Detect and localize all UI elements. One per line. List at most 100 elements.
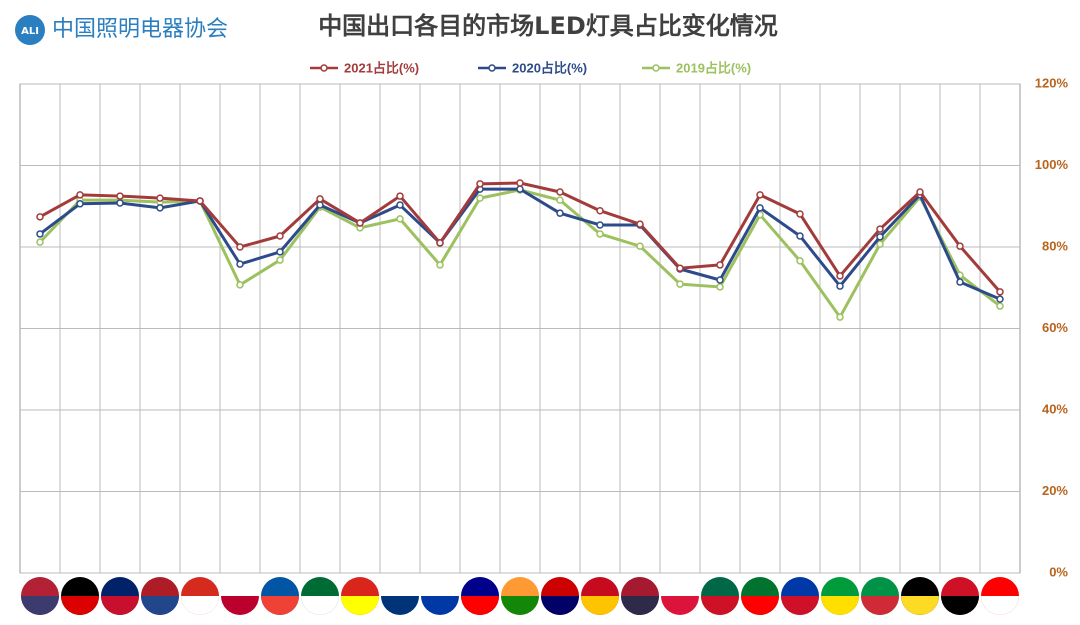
data-point	[236, 260, 244, 268]
data-point	[996, 302, 1004, 310]
legend-label: 2021占比(%)	[344, 60, 419, 75]
data-point	[436, 261, 444, 269]
data-point	[796, 210, 804, 218]
chart-title: 中国出口各目的市场LED灯具占比变化情况	[318, 12, 778, 40]
data-point	[396, 215, 404, 223]
data-point	[836, 272, 844, 280]
flag-part	[141, 596, 179, 615]
data-point	[76, 191, 84, 199]
flag-part	[821, 596, 859, 615]
flag-part	[981, 596, 1019, 615]
flag-part	[701, 596, 739, 615]
flag-part	[301, 596, 339, 615]
data-point	[516, 185, 524, 193]
y-tick-label: 60%	[1042, 320, 1068, 335]
logo-text: 中国照明电器协会	[52, 17, 228, 42]
data-point	[876, 233, 884, 241]
data-point	[676, 280, 684, 288]
data-point	[476, 194, 484, 202]
data-point	[396, 201, 404, 209]
data-point	[356, 219, 364, 227]
flag-part	[261, 596, 299, 615]
y-tick-label: 0%	[1049, 564, 1068, 579]
data-point	[396, 192, 404, 200]
data-point	[276, 248, 284, 256]
data-point	[196, 197, 204, 205]
legend-label: 2020占比(%)	[512, 60, 587, 75]
data-point	[36, 238, 44, 246]
data-point	[716, 261, 724, 269]
data-point	[876, 240, 884, 248]
data-point	[836, 313, 844, 321]
legend-label: 2019占比(%)	[676, 60, 751, 75]
data-point	[636, 220, 644, 228]
data-point	[436, 239, 444, 247]
data-point	[596, 230, 604, 238]
flag-part	[501, 596, 539, 615]
flag-part	[901, 596, 939, 615]
data-point	[756, 191, 764, 199]
data-point	[876, 225, 884, 233]
y-tick-label: 120%	[1035, 75, 1069, 90]
logo-mark-text: ALI	[21, 26, 39, 37]
data-point	[476, 180, 484, 188]
data-point	[996, 288, 1004, 296]
series-line	[39, 187, 1001, 301]
data-point	[596, 206, 604, 215]
data-point	[956, 242, 964, 250]
flag-part	[941, 596, 979, 615]
data-point	[276, 256, 284, 264]
flag-part	[621, 596, 659, 615]
flag-part	[861, 596, 899, 615]
flag-part	[61, 596, 99, 615]
data-point	[556, 209, 564, 217]
flag-part	[781, 596, 819, 615]
data-point	[716, 283, 724, 291]
series-line	[38, 188, 1001, 319]
y-tick-label: 100%	[1035, 157, 1069, 172]
flag-part	[541, 596, 579, 615]
data-point	[116, 192, 124, 200]
data-point	[76, 200, 84, 208]
data-point	[796, 232, 804, 240]
data-point	[676, 264, 684, 272]
data-point	[596, 221, 604, 229]
data-point	[236, 243, 244, 251]
flag-part	[581, 596, 619, 615]
data-point	[316, 195, 324, 203]
data-point	[996, 295, 1004, 303]
logo-mark	[15, 15, 45, 45]
legend-marker	[652, 64, 660, 72]
data-point	[516, 179, 524, 187]
data-point	[836, 282, 844, 290]
flag-part	[101, 596, 139, 615]
data-point	[556, 196, 564, 204]
data-point	[116, 199, 124, 207]
data-point	[956, 278, 964, 286]
flag-part	[21, 596, 59, 615]
legend-marker	[320, 64, 328, 72]
flag-part	[461, 596, 499, 615]
flag-part	[181, 596, 219, 615]
data-point	[156, 194, 164, 202]
flag-part	[661, 596, 699, 615]
data-point	[796, 257, 804, 265]
data-point	[36, 230, 44, 238]
data-point	[716, 276, 724, 284]
data-point	[916, 188, 924, 196]
data-point	[276, 232, 284, 240]
data-point	[236, 281, 244, 289]
y-tick-label: 20%	[1042, 483, 1068, 498]
data-point	[156, 204, 164, 212]
y-tick-label: 80%	[1042, 238, 1068, 253]
data-point	[756, 204, 764, 212]
data-point	[636, 242, 644, 250]
flag-part	[741, 596, 779, 615]
flag-part	[221, 596, 259, 615]
data-point	[36, 213, 44, 221]
legend-marker	[488, 64, 496, 72]
data-point	[316, 201, 324, 209]
data-point	[556, 188, 564, 196]
y-tick-label: 40%	[1042, 401, 1068, 416]
